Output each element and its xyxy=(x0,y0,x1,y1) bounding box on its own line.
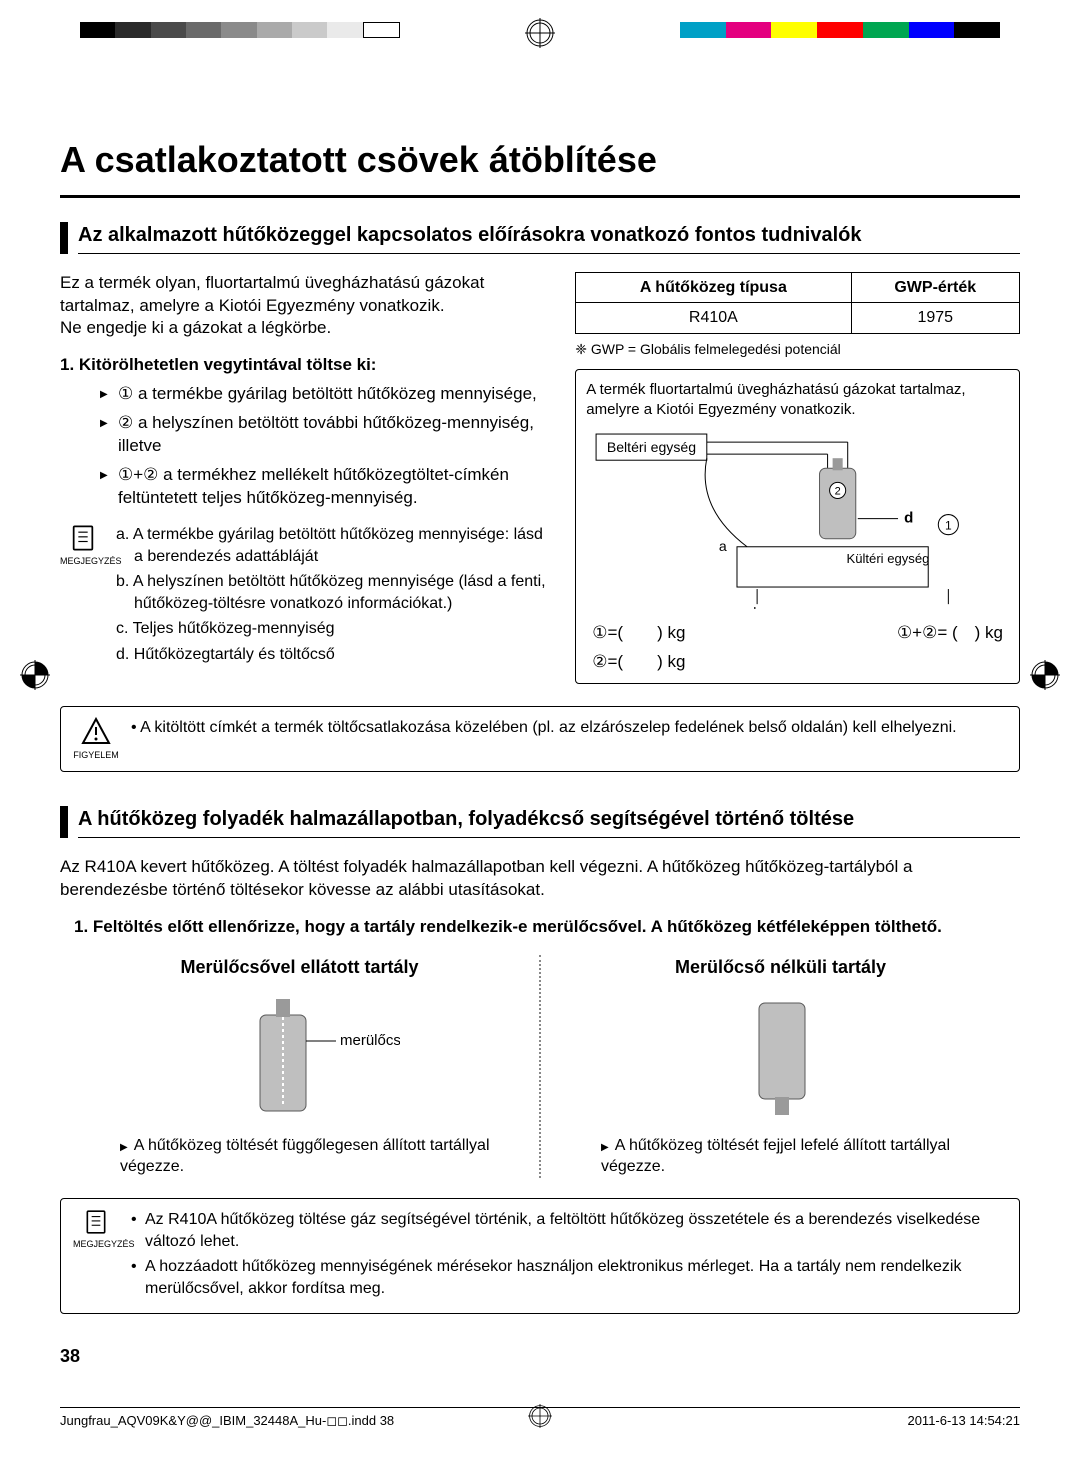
section2-title: A hűtőközeg folyadék halmazállapotban, f… xyxy=(78,806,1020,838)
diagram-intro: A termék fluortartalmú üvegházhatású gáz… xyxy=(586,380,1009,421)
note-item: b. A helyszínen betöltött hűtőközeg menn… xyxy=(116,571,549,614)
th-gwp: GWP-érték xyxy=(851,272,1019,303)
refrigerant-table: A hűtőközeg típusa GWP-érték R410A 1975 xyxy=(575,272,1020,334)
cylinder-inverted-icon xyxy=(721,993,841,1123)
note-item: c. Teljes hűtőközeg-mennyiség xyxy=(116,618,549,640)
section1-title: Az alkalmazott hűtőközeggel kapcsolatos … xyxy=(78,222,1020,254)
svg-text:merülőcső: merülőcső xyxy=(340,1032,400,1049)
warning-icon xyxy=(81,717,111,745)
svg-text:1: 1 xyxy=(945,519,952,533)
note-label: MEGJEGYZÉS xyxy=(60,555,106,567)
footer-right: 2011-6-13 14:54:21 xyxy=(907,1412,1020,1430)
svg-text:2: 2 xyxy=(835,486,841,498)
section2-intro: Az R410A kevert hűtőközeg. A töltést fol… xyxy=(60,856,1020,902)
list-item: ① a termékbe gyárilag betöltött hűtőköze… xyxy=(100,383,549,406)
section-heading: Az alkalmazott hűtőközeggel kapcsolatos … xyxy=(60,222,1020,254)
svg-text:Kültéri egység: Kültéri egység xyxy=(847,551,930,566)
colorbar-right xyxy=(680,22,1000,38)
page-title: A csatlakoztatott csövek átöblítése xyxy=(60,136,1020,185)
th-type: A hűtőközeg típusa xyxy=(576,272,851,303)
warning-text: • A kitöltött címkét a termék töltőcsatl… xyxy=(131,717,1007,760)
svg-text:a: a xyxy=(719,538,727,554)
section1-intro: Ez a termék olyan, fluortartalmú üvegház… xyxy=(60,272,549,341)
cylinder-without-siphon: Merülőcső nélküli tartály A hűtőközeg tö… xyxy=(541,955,1020,1178)
section-heading: A hűtőközeg folyadék halmazállapotban, f… xyxy=(60,806,1020,838)
cylinder-with-siphon: Merülőcsővel ellátott tartály merülőcső … xyxy=(60,955,541,1178)
crosshair-icon xyxy=(528,1404,552,1428)
footer-line: Jungfrau_AQV09K&Y@@_IBIM_32448A_Hu-◻◻.in… xyxy=(60,1407,1020,1446)
final-note-item: Az R410A hűtőközeg töltése gáz segítségé… xyxy=(131,1209,1007,1252)
list-item: ①+② a termékhez mellékelt hűtőközegtölte… xyxy=(100,464,549,510)
note-item: d. Hűtőközegtartály és töltőcső xyxy=(116,644,549,666)
diagram-svg: Beltéri egység 2 a Kültéri xyxy=(586,428,1009,609)
svg-text:b: b xyxy=(753,604,761,609)
indoor-label: Beltéri egység xyxy=(607,439,696,455)
cylinder-upright-icon: merülőcső xyxy=(200,993,400,1123)
svg-text:c: c xyxy=(945,604,952,609)
warning-label: FIGYELEM xyxy=(73,749,119,761)
col2-caption: A hűtőközeg töltését fejjel lefelé állít… xyxy=(541,1123,1020,1178)
gwp-footnote: ❈ GWP = Globális felmelegedési potenciál xyxy=(575,340,1020,359)
kg-line-3: ①+②= ( ) kg xyxy=(897,622,1003,645)
col2-title: Merülőcső nélküli tartály xyxy=(541,955,1020,979)
note-label: MEGJEGYZÉS xyxy=(73,1238,119,1250)
kg-line-1: ①=( ) kg xyxy=(592,622,685,645)
final-note-item: A hozzáadott hűtőközeg mennyiségének mér… xyxy=(131,1256,1007,1299)
final-note-box: MEGJEGYZÉS Az R410A hűtőközeg töltése gá… xyxy=(60,1198,1020,1314)
kg-line-2: ②=( ) kg xyxy=(592,651,1003,674)
note-block: MEGJEGYZÉS a. A termékbe gyárilag betölt… xyxy=(60,524,549,670)
instruction-list: ① a termékbe gyárilag betöltött hűtőköze… xyxy=(60,383,549,510)
note-item: a. A termékbe gyárilag betöltött hűtőköz… xyxy=(116,524,549,567)
td-gwp: 1975 xyxy=(851,303,1019,334)
note-icon xyxy=(83,1209,109,1235)
svg-text:d: d xyxy=(904,510,913,527)
note-icon xyxy=(69,524,97,552)
registration-top xyxy=(0,0,1080,56)
list-item: ② a helyszínen betöltött további hűtőköz… xyxy=(100,412,549,458)
crosshair-icon xyxy=(525,18,555,48)
footer-left: Jungfrau_AQV09K&Y@@_IBIM_32448A_Hu-◻◻.in… xyxy=(60,1412,394,1430)
list-heading: 1. Kitörölhetetlen vegytintával töltse k… xyxy=(60,354,549,377)
warning-box: FIGYELEM • A kitöltött címkét a termék t… xyxy=(60,706,1020,771)
refrigerant-diagram: A termék fluortartalmú üvegházhatású gáz… xyxy=(575,369,1020,685)
col1-title: Merülőcsővel ellátott tartály xyxy=(60,955,539,979)
page-number: 38 xyxy=(60,1344,1020,1368)
td-type: R410A xyxy=(576,303,851,334)
section2-step: 1. Feltöltés előtt ellenőrizze, hogy a t… xyxy=(74,916,1020,939)
col1-caption: A hűtőközeg töltését függőlegesen állíto… xyxy=(60,1123,539,1178)
colorbar-left xyxy=(80,22,400,38)
title-rule xyxy=(60,195,1020,198)
